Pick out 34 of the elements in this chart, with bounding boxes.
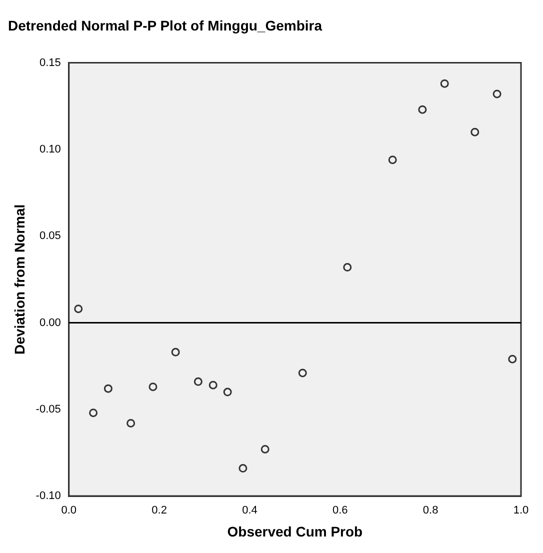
- point: [126, 418, 136, 428]
- y-tick-label: 0.00: [39, 316, 61, 329]
- point: [298, 368, 307, 378]
- x-tick-label: 1.0: [513, 504, 529, 517]
- point: [89, 408, 98, 418]
- y-tick-label: 0.05: [39, 230, 61, 242]
- x-axis-title: Observed Cum Prob: [227, 523, 363, 540]
- x-tick-label: 0.6: [332, 504, 348, 517]
- point: [260, 444, 270, 454]
- point: [238, 464, 248, 473]
- point: [508, 354, 517, 364]
- x-tick-label: 0.4: [242, 504, 258, 517]
- point: [148, 382, 158, 392]
- point: [208, 380, 218, 390]
- point: [74, 304, 83, 314]
- y-tick-label: -0.05: [36, 403, 61, 416]
- point: [492, 90, 502, 98]
- point: [104, 384, 112, 393]
- point: [223, 388, 232, 396]
- point: [440, 79, 449, 88]
- point: [194, 377, 202, 386]
- x-tick-label: 0.8: [422, 504, 438, 517]
- point: [171, 348, 180, 356]
- x-tick-label: 0.0: [61, 504, 77, 517]
- chart-title: Detrended Normal P-P Plot of Minggu_Gembira: [8, 17, 322, 34]
- x-tick-label: 0.2: [152, 504, 167, 517]
- y-axis-title: Deviation from Normal: [11, 204, 28, 354]
- y-tick-label: -0.10: [36, 490, 61, 502]
- y-tick-label: 0.10: [39, 143, 61, 156]
- point: [343, 263, 352, 272]
- point: [388, 156, 397, 164]
- point: [470, 128, 480, 136]
- point: [418, 105, 427, 114]
- y-tick-label: 0.15: [39, 56, 61, 69]
